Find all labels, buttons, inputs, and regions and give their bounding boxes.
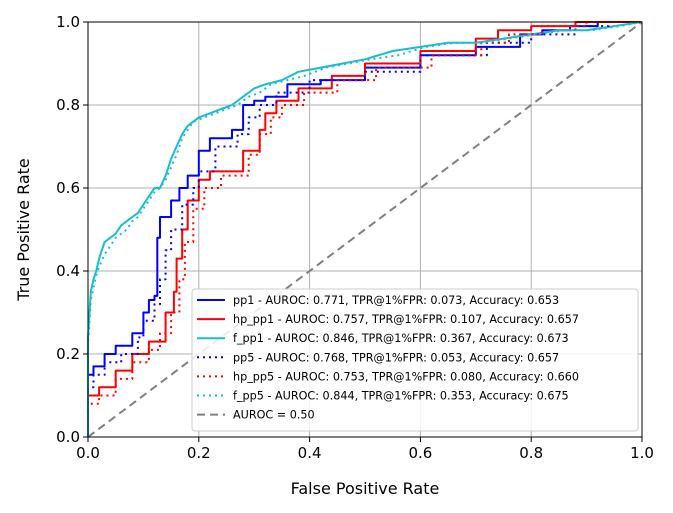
y-tick-label: 1.0 — [56, 13, 80, 31]
legend-label-0: pp1 - AUROC: 0.771, TPR@1%FPR: 0.073, Ac… — [233, 294, 559, 307]
series-line-3 — [87, 21, 642, 437]
y-tick-label: 0.0 — [56, 428, 80, 446]
x-tick-label: 0.0 — [76, 444, 100, 462]
y-tick-label: 0.4 — [56, 262, 80, 280]
x-tick-label: 0.8 — [519, 444, 543, 462]
x-axis-label: False Positive Rate — [291, 479, 440, 498]
y-tick-label: 0.6 — [56, 179, 80, 197]
series-line-4 — [87, 21, 642, 437]
legend-label-5: f_pp5 - AUROC: 0.844, TPR@1%FPR: 0.353, … — [233, 390, 569, 403]
y-axis-label: True Positive Rate — [14, 158, 33, 302]
series-layer — [87, 21, 643, 438]
legend-label-4: hp_pp5 - AUROC: 0.753, TPR@1%FPR: 0.080,… — [233, 370, 579, 383]
legend-label-2: f_pp1 - AUROC: 0.846, TPR@1%FPR: 0.367, … — [233, 332, 569, 345]
y-tick-label: 0.8 — [56, 96, 80, 114]
legend-label-6: AUROC = 0.50 — [233, 409, 315, 422]
plot-frame — [87, 21, 643, 438]
x-tick-label: 0.2 — [187, 444, 211, 462]
ticks: 0.0 0.2 0.4 0.6 0.8 1.0 0.0 0.2 0.4 0.6 0.8 1.0 — [56, 13, 654, 462]
x-tick-label: 1.0 — [630, 444, 654, 462]
legend-label-3: pp5 - AUROC: 0.768, TPR@1%FPR: 0.053, Ac… — [233, 351, 559, 364]
legend-box — [191, 288, 639, 432]
legend: pp1 - AUROC: 0.771, TPR@1%FPR: 0.073, Ac… — [191, 288, 639, 432]
x-tick-label: 0.4 — [298, 444, 322, 462]
x-tick-label: 0.6 — [408, 444, 432, 462]
legend-label-1: hp_pp1 - AUROC: 0.757, TPR@1%FPR: 0.107,… — [233, 313, 579, 326]
y-tick-label: 0.2 — [56, 345, 80, 363]
grid — [87, 21, 643, 438]
series-line-6 — [87, 21, 643, 438]
series-line-5 — [87, 21, 643, 437]
